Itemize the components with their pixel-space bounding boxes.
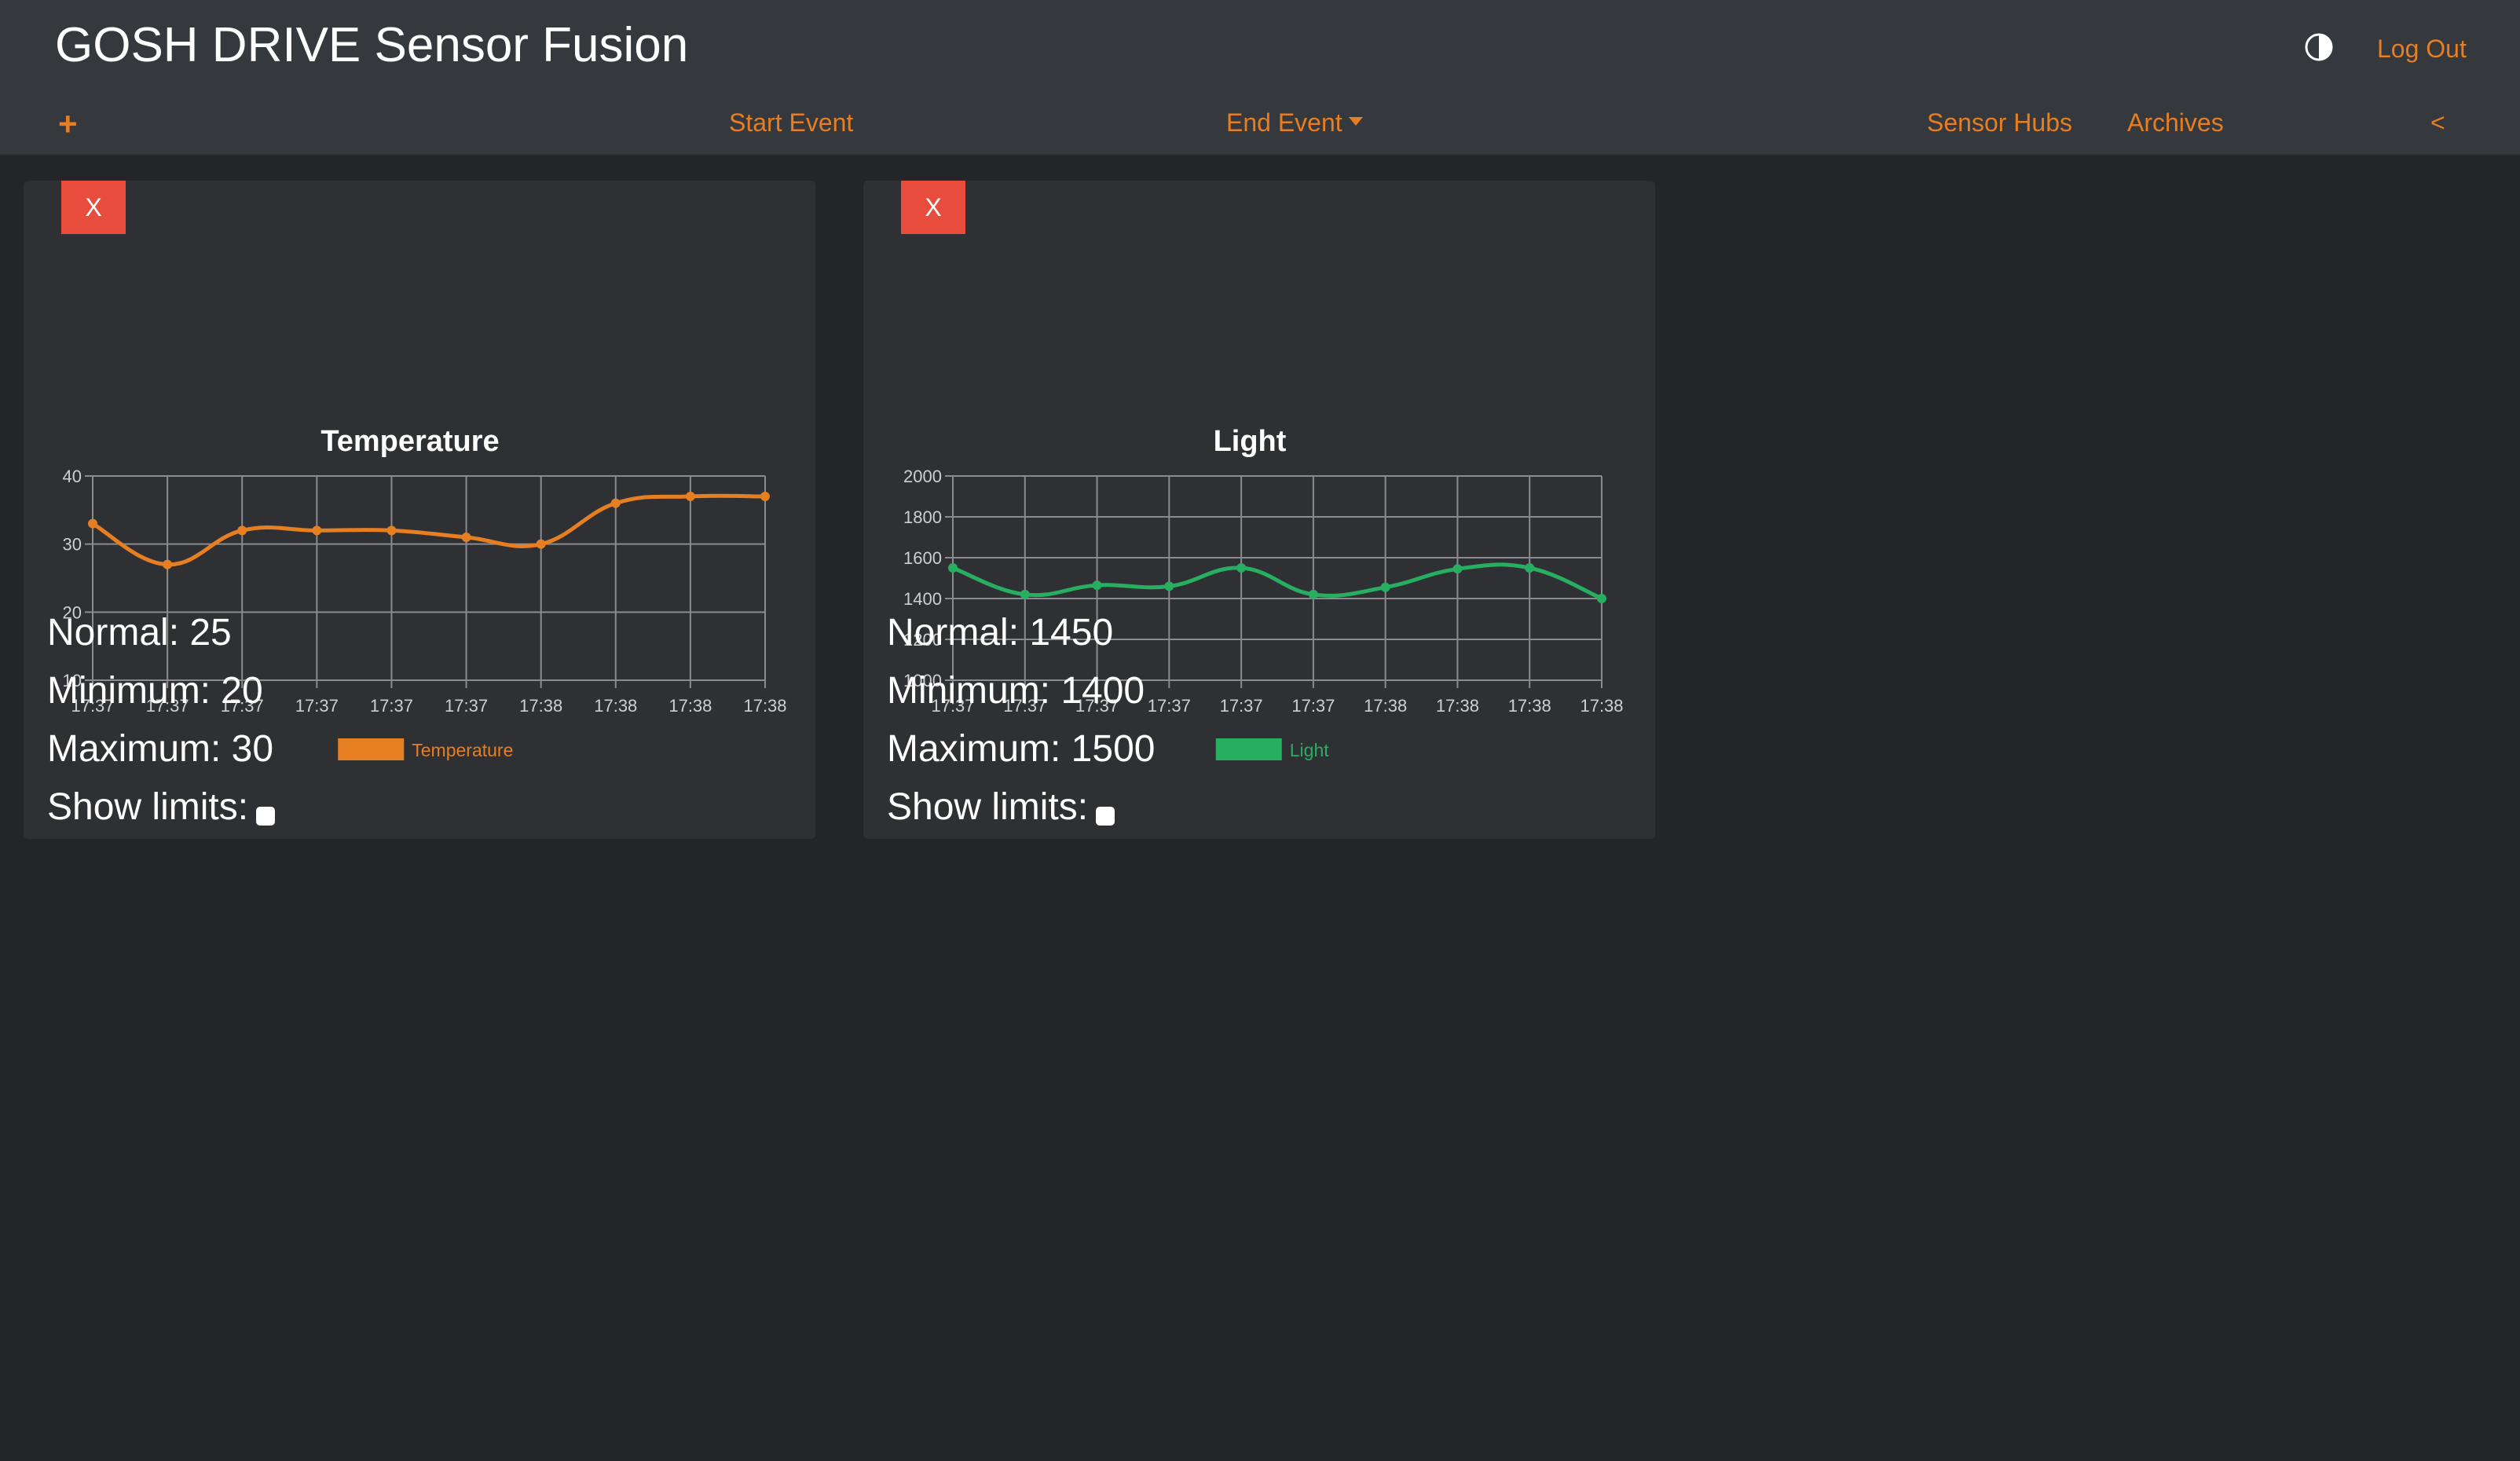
x-tick-label: 17:38 (743, 696, 786, 716)
data-point (1308, 589, 1318, 599)
y-tick-label: 2000 (903, 467, 942, 486)
x-tick-label: 17:37 (445, 696, 488, 716)
remove-card-button[interactable]: X (901, 181, 965, 234)
data-point (312, 525, 322, 536)
end-event-label: End Event (1226, 108, 1342, 137)
x-tick-label: 17:38 (594, 696, 637, 716)
x-tick-label: 17:37 (221, 696, 264, 716)
data-point (1164, 581, 1174, 591)
y-tick-label: 1000 (903, 671, 942, 690)
caret-down-icon (1348, 117, 1363, 126)
normal-value: Normal: 25 (47, 612, 232, 654)
sensor-card-light: X Light 1000 1200 1400 1600 1800 2000 17:37 17:3… (863, 181, 1655, 839)
series-line (91, 493, 766, 567)
data-point (760, 492, 770, 501)
minimum-value: Minimum: 20 (47, 670, 263, 712)
data-point (1020, 589, 1030, 599)
show-limits-checkbox[interactable] (256, 807, 276, 826)
collapse-sidebar-button[interactable]: < (2430, 108, 2445, 137)
data-point (1092, 580, 1102, 591)
y-tick-label: 1800 (903, 507, 942, 527)
navbar: GOSH DRIVE Sensor Fusion Log Out + Start… (0, 0, 2520, 156)
sensor-hubs-link[interactable]: Sensor Hubs (1927, 108, 2072, 137)
light-chart: Light 1000 1200 1400 1600 1800 2000 17:37 17:37 1… (903, 425, 1624, 760)
data-point (610, 498, 621, 508)
maximum-value: Maximum: 1500 (887, 728, 1156, 770)
x-tick-label: 17:37 (1291, 696, 1335, 716)
end-event-dropdown[interactable]: End Event (1226, 108, 1363, 137)
start-event-link[interactable]: Start Event (729, 108, 854, 137)
data-point (1525, 563, 1535, 573)
remove-card-button[interactable]: X (61, 181, 126, 234)
legend-swatch (1215, 738, 1282, 760)
data-point (237, 525, 247, 536)
page-title: GOSH DRIVE Sensor Fusion (55, 18, 689, 72)
data-point (386, 525, 397, 536)
legend-label: Light (1290, 740, 1329, 760)
y-tick-label: 1200 (903, 630, 942, 650)
data-point (1597, 594, 1606, 603)
x-tick-label: 17:38 (519, 696, 562, 716)
x-tick-label: 17:37 (1220, 696, 1263, 716)
show-limits-row: Show limits: (47, 785, 276, 829)
x-tick-label: 17:37 (1148, 696, 1191, 716)
x-tick-label: 17:37 (1075, 696, 1119, 716)
legend-swatch (338, 738, 405, 760)
show-limits-row: Show limits: (887, 785, 1115, 829)
y-tick-label: 10 (63, 671, 82, 690)
data-point (948, 563, 958, 573)
logout-link[interactable]: Log Out (2377, 35, 2467, 63)
x-tick-label: 17:38 (1580, 696, 1623, 716)
chart-title: Light (1214, 425, 1287, 458)
chart-title: Temperature (320, 425, 499, 458)
normal-value: Normal: 1450 (887, 612, 1114, 654)
minimum-value: Minimum: 1400 (887, 670, 1145, 712)
archives-link[interactable]: Archives (2127, 108, 2224, 137)
data-point (1236, 563, 1247, 573)
theme-toggle-icon[interactable] (2305, 33, 2333, 61)
y-tick-label: 30 (63, 535, 82, 555)
x-tick-label: 17:38 (1364, 696, 1407, 716)
add-sensor-button[interactable]: + (58, 105, 78, 142)
data-point (88, 518, 97, 529)
y-tick-label: 1400 (903, 589, 942, 609)
data-point (1380, 582, 1390, 592)
x-tick-label: 17:38 (1508, 696, 1551, 716)
show-limits-checkbox[interactable] (1096, 807, 1115, 826)
data-point (536, 539, 546, 549)
x-tick-label: 17:37 (931, 696, 974, 716)
show-limits-label: Show limits: (887, 786, 1089, 828)
data-point (685, 492, 695, 501)
data-point (1452, 564, 1463, 574)
temperature-chart: Temperature 10 20 30 40 17:37 17:37 17:37 17:37 1… (63, 425, 787, 760)
series-line (952, 562, 1602, 601)
legend-label: Temperature (412, 740, 513, 760)
data-point (163, 559, 173, 569)
x-tick-label: 17:37 (370, 696, 413, 716)
y-tick-label: 40 (63, 467, 82, 486)
x-tick-label: 17:37 (1003, 696, 1046, 716)
x-tick-label: 17:38 (1436, 696, 1479, 716)
x-tick-label: 17:37 (146, 696, 189, 716)
sensor-card-temperature: X Temperature 10 20 30 40 17:37 17:37 17:37 17:3… (24, 181, 815, 839)
data-point (461, 533, 471, 542)
x-tick-label: 17:38 (668, 696, 712, 716)
show-limits-label: Show limits: (47, 786, 249, 828)
x-tick-label: 17:37 (295, 696, 339, 716)
maximum-value: Maximum: 30 (47, 728, 274, 770)
x-tick-label: 17:37 (71, 696, 114, 716)
y-tick-label: 20 (63, 602, 82, 622)
y-tick-label: 1600 (903, 548, 942, 568)
